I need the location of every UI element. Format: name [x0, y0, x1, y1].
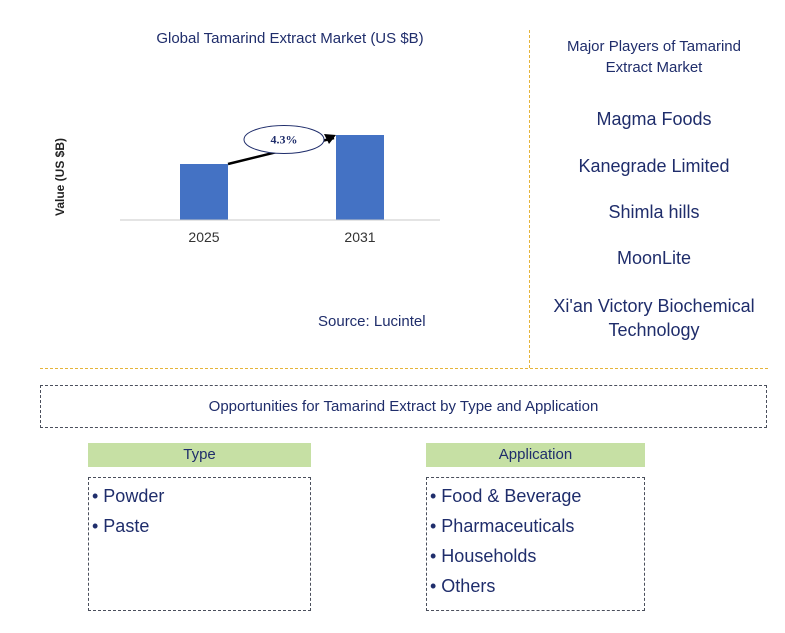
player-item: Xi'an Victory Biochemical — [553, 296, 755, 316]
chart-title: Global Tamarind Extract Market (US $B) — [156, 30, 424, 47]
player-item: Magma Foods — [596, 109, 712, 129]
player-item: MoonLite — [616, 248, 692, 268]
vertical-divider — [529, 30, 530, 368]
opportunities-title: Opportunities for Tamarind Extract by Ty… — [208, 398, 599, 415]
type-list: • Powder • Paste — [88, 477, 311, 611]
players-title: Major Players of Tamarind Extract Market — [540, 36, 768, 78]
players-title-line2: Extract Market — [605, 59, 703, 76]
application-item: • Others — [430, 576, 496, 596]
y-axis-label: Value (US $B) — [53, 137, 67, 217]
application-list: • Food & Beverage • Pharmaceuticals • Ho… — [426, 477, 645, 611]
growth-rate-label: 4.3% — [271, 133, 298, 147]
growth-arrow-head — [324, 134, 336, 144]
x-tick-label: 2031 — [344, 229, 375, 245]
player-item: Kanegrade Limited — [578, 156, 730, 176]
player-item-continued: Technology — [608, 320, 700, 340]
application-header: Application — [426, 443, 645, 467]
application-item: • Food & Beverage — [430, 486, 582, 506]
bar-2031 — [336, 135, 384, 220]
players-title-line1: Major Players of Tamarind — [567, 38, 741, 55]
application-item: • Households — [430, 546, 537, 566]
type-header: Type — [88, 443, 311, 467]
x-tick-label: 2025 — [188, 229, 219, 245]
horizontal-divider — [40, 368, 768, 369]
type-item: • Paste — [92, 516, 150, 536]
application-item: • Pharmaceuticals — [430, 516, 575, 536]
bar-2025 — [180, 164, 228, 220]
growth-rate-ellipse — [243, 125, 325, 154]
opportunities-banner: Opportunities for Tamarind Extract by Ty… — [40, 385, 767, 428]
type-item: • Powder — [92, 486, 165, 506]
source-note: Source: Lucintel — [318, 313, 426, 330]
bar-chart: 2025 2031 4.3% — [120, 125, 440, 245]
player-item: Shimla hills — [608, 202, 700, 222]
